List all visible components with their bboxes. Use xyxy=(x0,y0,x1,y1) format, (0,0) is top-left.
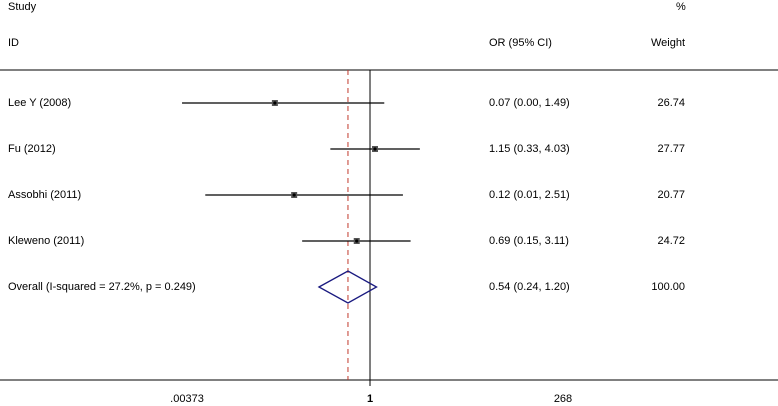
study-or-ci: 0.07 (0.00, 1.49) xyxy=(489,97,570,109)
point-estimate-center xyxy=(292,193,296,197)
x-tick-label: 268 xyxy=(553,393,573,405)
point-estimate-center xyxy=(273,101,277,105)
study-weight: 20.77 xyxy=(657,189,685,201)
study-or-ci: 0.12 (0.01, 2.51) xyxy=(489,189,570,201)
study-weight: 24.72 xyxy=(657,235,685,247)
x-tick-label: .00373 xyxy=(170,393,204,405)
study-label: Kleweno (2011) xyxy=(8,235,85,247)
study-weight: 26.74 xyxy=(657,97,685,109)
point-estimate-center xyxy=(355,239,359,243)
study-label: Lee Y (2008) xyxy=(8,97,72,109)
header-study: Study xyxy=(8,1,37,13)
header-or-ci: OR (95% CI) xyxy=(489,37,552,49)
header-weight: Weight xyxy=(651,37,686,49)
study-label: Fu (2012) xyxy=(8,143,56,155)
overall-label: Overall (I-squared = 27.2%, p = 0.249) xyxy=(8,281,196,293)
header-id: ID xyxy=(8,37,19,49)
overall-weight: 100.00 xyxy=(651,281,685,293)
overall-or-ci: 0.54 (0.24, 1.20) xyxy=(489,281,570,293)
overall-diamond xyxy=(317,270,378,304)
study-weight: 27.77 xyxy=(657,143,685,155)
study-label: Assobhi (2011) xyxy=(8,189,82,201)
study-or-ci: 0.69 (0.15, 3.11) xyxy=(489,235,569,247)
x-tick-label: 1 xyxy=(366,393,374,405)
study-or-ci: 1.15 (0.33, 4.03) xyxy=(489,143,570,155)
point-estimate-center xyxy=(373,147,377,151)
header-percent: % xyxy=(676,1,686,13)
